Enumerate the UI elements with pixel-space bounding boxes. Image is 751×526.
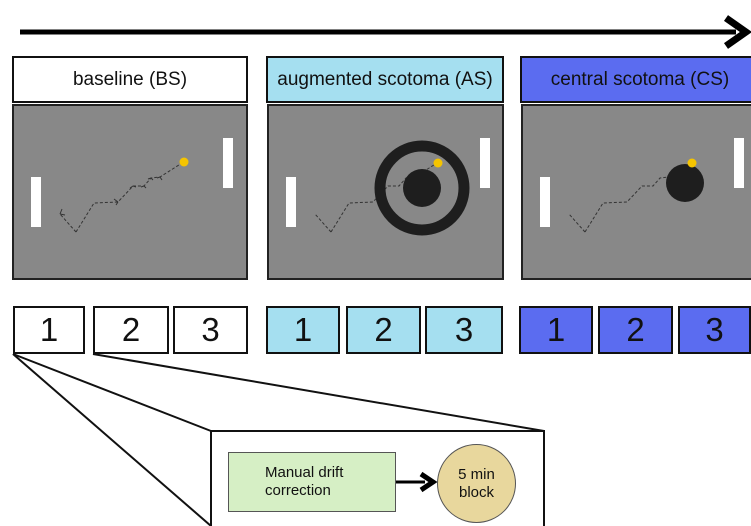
block-bs-3: 3 <box>173 306 248 354</box>
timeline-arrow <box>20 15 751 49</box>
block-cs-1: 1 <box>519 306 593 354</box>
step-label: 5 min block <box>458 465 495 501</box>
right-paddle <box>223 138 233 188</box>
ball-icon <box>179 157 189 167</box>
right-paddle <box>734 138 744 188</box>
ball-icon <box>433 158 443 168</box>
ball-trajectory <box>59 157 189 233</box>
ball-trajectory <box>314 140 470 236</box>
left-paddle <box>286 177 296 227</box>
block-bs-2: 2 <box>93 306 169 354</box>
game-panel-baseline <box>12 104 248 280</box>
condition-label-central-scotoma: central scotoma (CS) <box>520 56 751 103</box>
block-as-2: 2 <box>346 306 421 354</box>
game-panel-augmented-scotoma <box>267 104 504 280</box>
right-paddle <box>480 138 490 188</box>
left-paddle <box>31 177 41 227</box>
game-panel-central-scotoma <box>521 104 751 280</box>
block-cs-3: 3 <box>678 306 751 354</box>
block-cs-2: 2 <box>598 306 673 354</box>
ball-icon <box>687 158 697 168</box>
left-paddle <box>540 177 550 227</box>
block-bs-1: 1 <box>13 306 85 354</box>
block-as-1: 1 <box>266 306 340 354</box>
manual-drift-correction-step: Manual drift correction <box>228 452 396 512</box>
augmented-scotoma-ring <box>374 140 470 236</box>
condition-label-baseline: baseline (BS) <box>12 56 248 103</box>
condition-label-augmented-scotoma: augmented scotoma (AS) <box>266 56 504 103</box>
five-min-block-step: 5 min block <box>437 444 516 523</box>
ball-trajectory <box>568 158 704 233</box>
block-as-3: 3 <box>425 306 503 354</box>
central-scotoma-disc <box>666 164 704 202</box>
step-label: Manual drift correction <box>265 464 344 499</box>
central-scotoma-disc <box>403 169 441 207</box>
